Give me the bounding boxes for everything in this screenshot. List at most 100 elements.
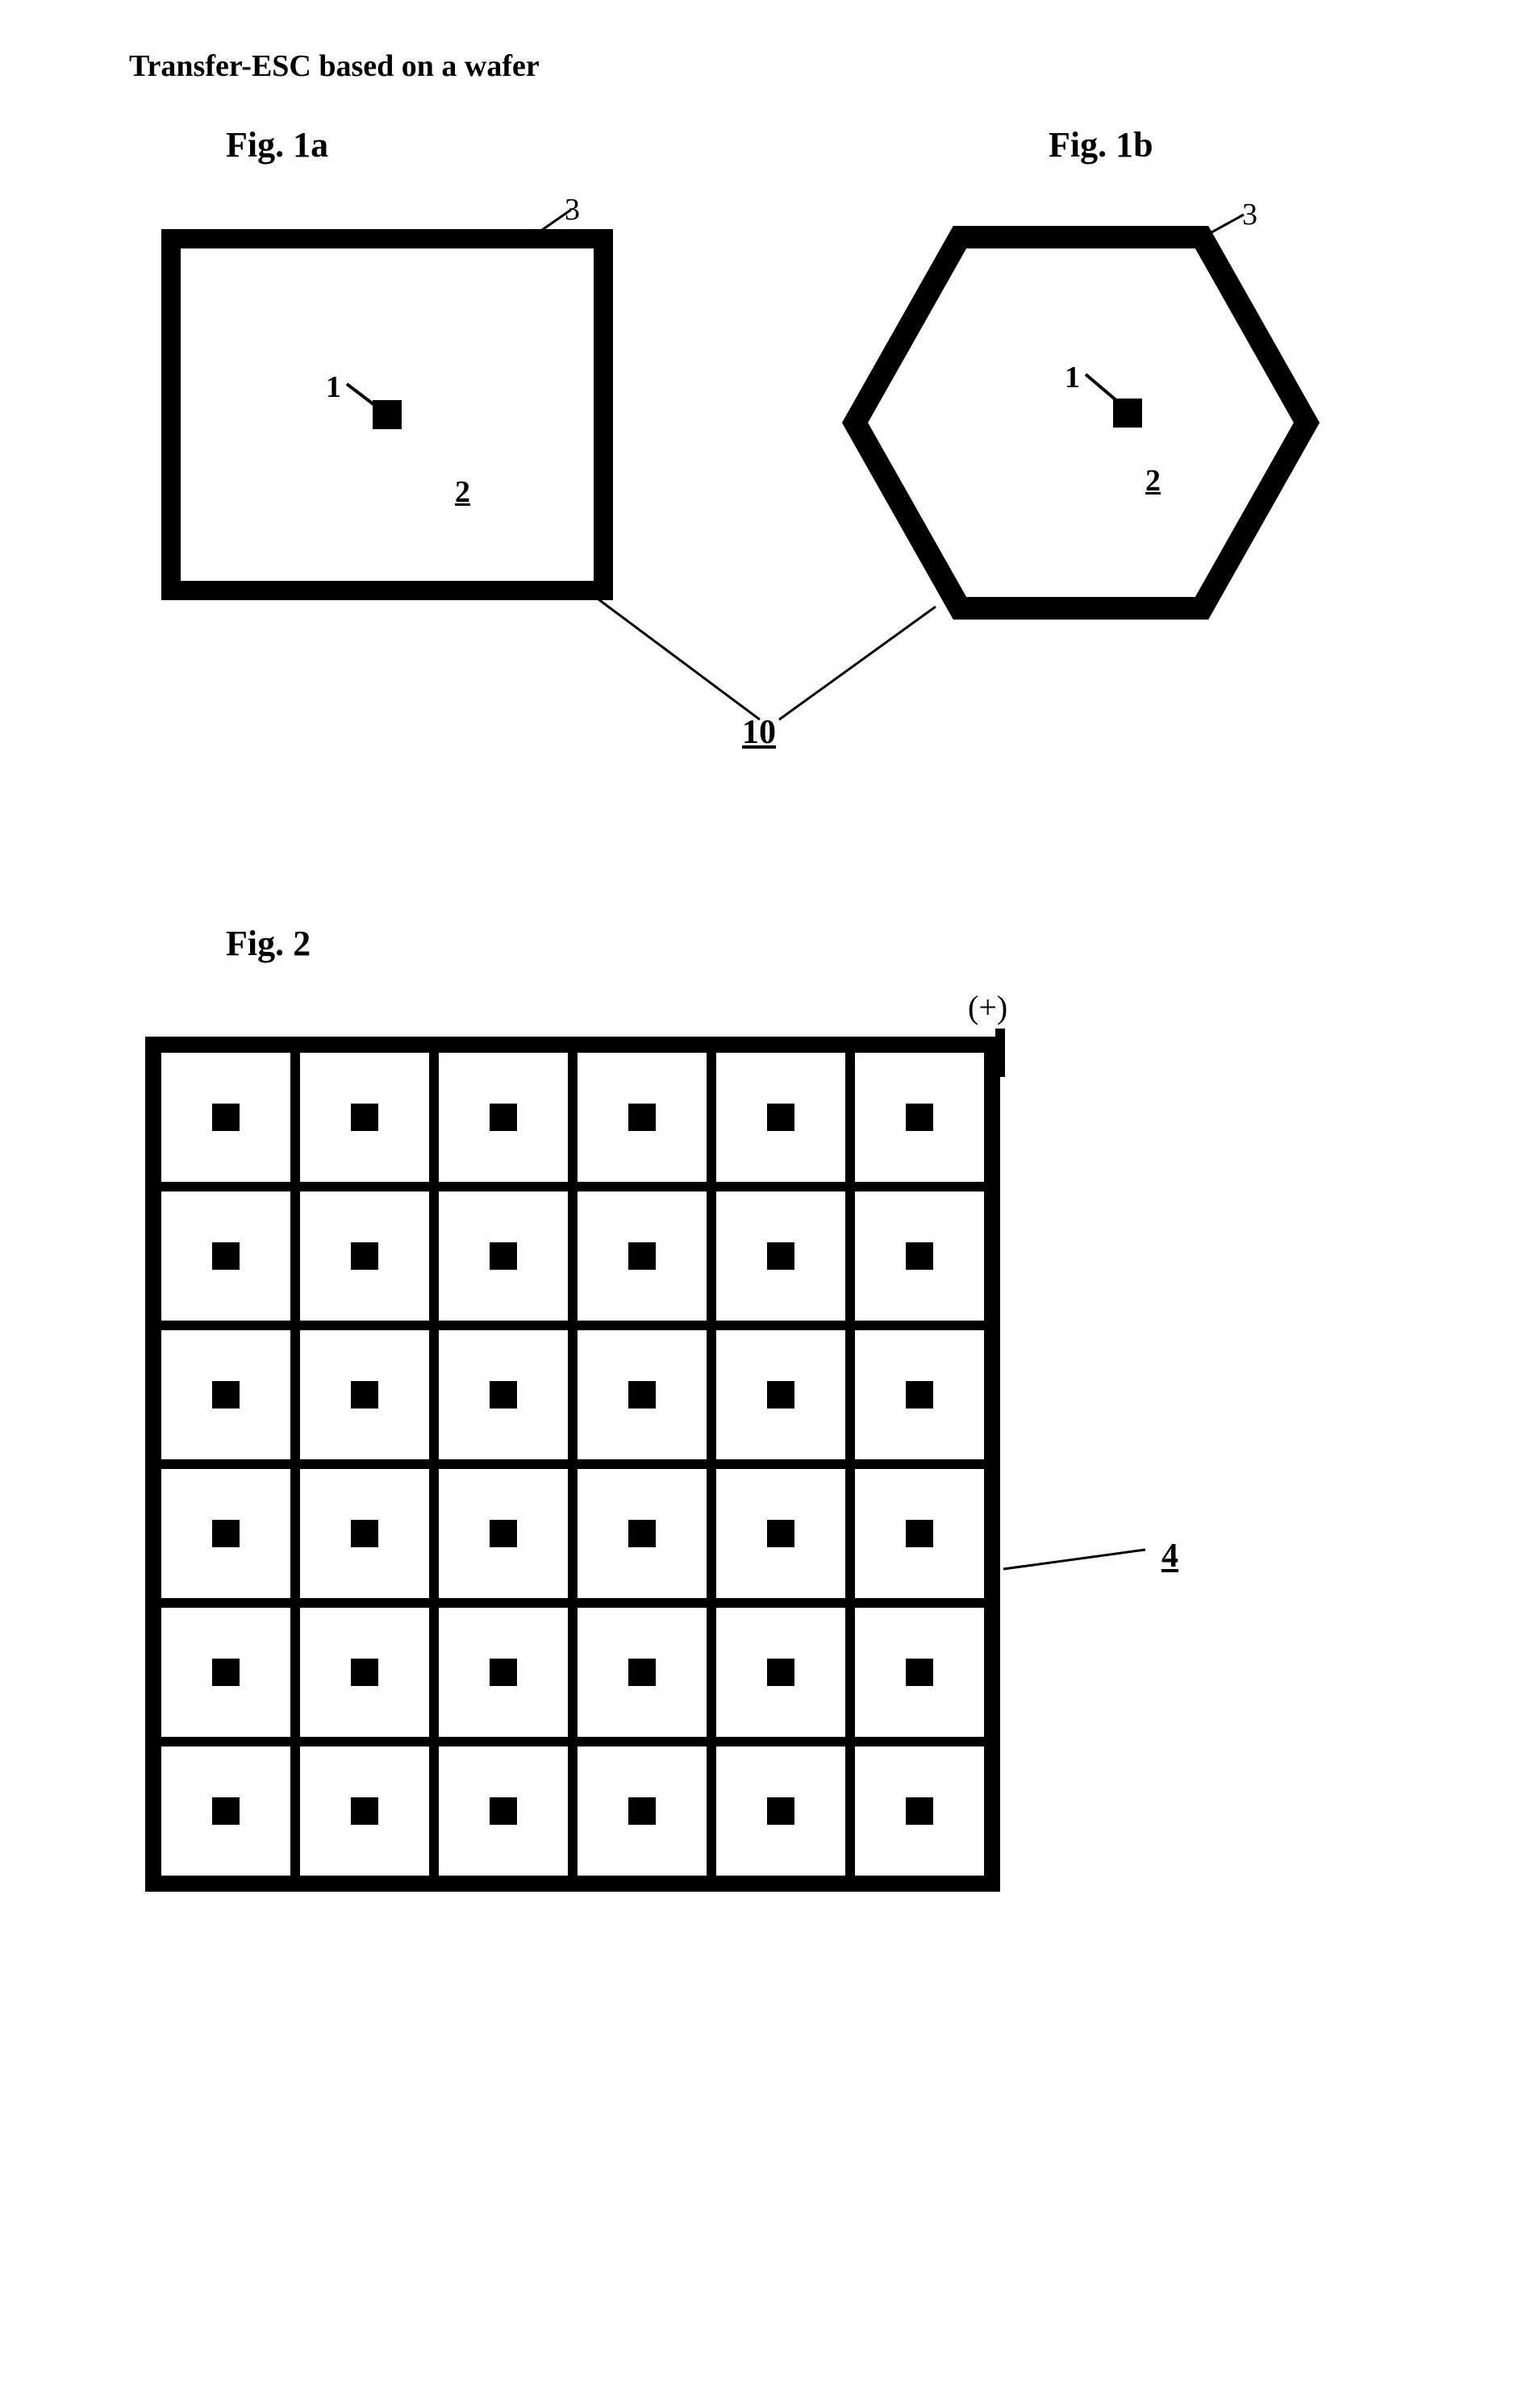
grid-cell [434, 1187, 573, 1325]
grid-cell [711, 1742, 850, 1880]
cell-dot [628, 1381, 656, 1408]
leader-4 [1000, 1521, 1161, 1585]
cell-dot [767, 1797, 794, 1825]
grid-cell [295, 1464, 434, 1603]
leader-1-fig1a [342, 376, 390, 416]
grid-row [156, 1603, 989, 1742]
cell-dot [906, 1520, 933, 1547]
grid-outer [145, 1037, 1000, 1892]
grid-cell [850, 1187, 989, 1325]
fig-2-label: Fig. 2 [226, 923, 1441, 964]
ref-2-fig1b: 2 [1145, 463, 1161, 499]
grid-cell [156, 1187, 295, 1325]
leader-3-fig1b [1194, 213, 1250, 245]
cell-dot [490, 1381, 517, 1408]
cell-dot [351, 1242, 378, 1270]
cell-dot [490, 1520, 517, 1547]
cell-dot [628, 1797, 656, 1825]
grid-cell [434, 1325, 573, 1464]
cell-dot [628, 1520, 656, 1547]
grid-cell [573, 1464, 711, 1603]
grid-cell [711, 1325, 850, 1464]
fig2-section: Fig. 2 (+) 4 [226, 923, 1441, 1892]
cell-dot [767, 1381, 794, 1408]
fig-1a-label: Fig. 1a [226, 124, 328, 165]
grid-cell [850, 1464, 989, 1603]
cell-dot [212, 1520, 240, 1547]
fig1a-rect: 1 2 [161, 229, 613, 600]
grid-cell [573, 1048, 711, 1187]
grid-cell [850, 1603, 989, 1742]
leader-10-right [774, 600, 952, 729]
fig2-area: (+) 4 [145, 1037, 1441, 1892]
cell-dot [351, 1104, 378, 1131]
grid-cell [295, 1742, 434, 1880]
cell-dot [351, 1381, 378, 1408]
grid-cell [156, 1742, 295, 1880]
grid-cell [434, 1464, 573, 1603]
cell-dot [351, 1797, 378, 1825]
grid-cell [573, 1603, 711, 1742]
cell-dot [351, 1659, 378, 1686]
cell-dot [906, 1242, 933, 1270]
grid-cell [434, 1742, 573, 1880]
grid-cell [295, 1048, 434, 1187]
cell-dot [767, 1242, 794, 1270]
cell-dot [767, 1520, 794, 1547]
fig-1b-label: Fig. 1b [1049, 124, 1153, 165]
cell-dot [212, 1797, 240, 1825]
fig1-area: 1 2 3 1 2 3 10 [129, 213, 1441, 713]
page-title: Transfer-ESC based on a wafer [129, 48, 1441, 84]
cell-dot [212, 1242, 240, 1270]
fig1-labels-row: Fig. 1a Fig. 1b [226, 124, 1441, 189]
ref-1-fig1a: 1 [326, 369, 341, 405]
grid-row [156, 1742, 989, 1880]
grid-cell [711, 1603, 850, 1742]
cell-dot [490, 1659, 517, 1686]
grid-cell [711, 1048, 850, 1187]
cell-dot [906, 1104, 933, 1131]
grid-cell [434, 1603, 573, 1742]
grid-cell [156, 1603, 295, 1742]
grid-cell [156, 1464, 295, 1603]
grid-cell [434, 1048, 573, 1187]
grid-cell [850, 1742, 989, 1880]
cell-dot [628, 1242, 656, 1270]
leader-10-left [581, 584, 790, 729]
cell-dot [628, 1104, 656, 1131]
grid-row [156, 1048, 989, 1187]
grid-cell [850, 1325, 989, 1464]
ref-2-fig1a: 2 [455, 474, 470, 510]
ref-4: 4 [1161, 1537, 1178, 1575]
grid-cell [573, 1742, 711, 1880]
grid-row [156, 1464, 989, 1603]
cell-dot [490, 1104, 517, 1131]
cell-dot [490, 1797, 517, 1825]
fig1b-hex [839, 213, 1323, 632]
cell-dot [906, 1381, 933, 1408]
leader-3-fig1a [531, 208, 579, 240]
cell-dot [628, 1659, 656, 1686]
leader-1-fig1b [1081, 368, 1125, 407]
grid-cell [850, 1048, 989, 1187]
grid-cell [156, 1048, 295, 1187]
grid-cell [573, 1325, 711, 1464]
cell-dot [212, 1104, 240, 1131]
cell-dot [212, 1659, 240, 1686]
ref-1-fig1b: 1 [1065, 360, 1080, 395]
cell-dot [906, 1659, 933, 1686]
grid-cell [295, 1187, 434, 1325]
grid-cell [295, 1325, 434, 1464]
grid-row [156, 1187, 989, 1325]
grid-cell [295, 1603, 434, 1742]
cell-dot [490, 1242, 517, 1270]
cell-dot [767, 1104, 794, 1131]
plus-label: (+) [968, 988, 1007, 1026]
cell-dot [906, 1797, 933, 1825]
grid-cell [711, 1464, 850, 1603]
cell-dot [767, 1659, 794, 1686]
cell-dot [212, 1381, 240, 1408]
grid-row [156, 1325, 989, 1464]
fig1b-hex-wrap: 1 2 [839, 213, 1323, 632]
grid-cell [156, 1325, 295, 1464]
